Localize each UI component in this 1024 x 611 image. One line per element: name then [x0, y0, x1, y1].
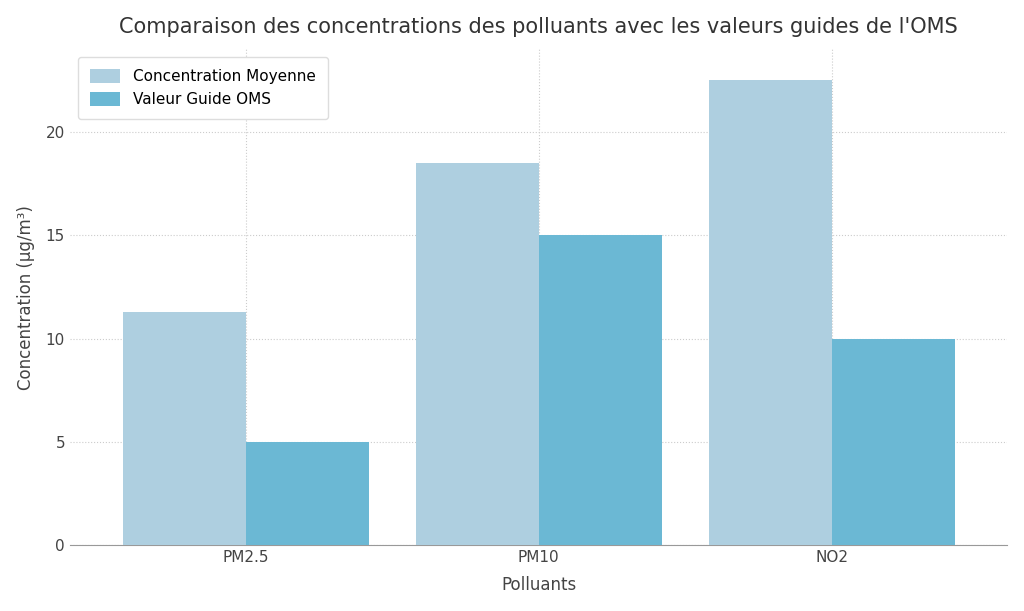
- Legend: Concentration Moyenne, Valeur Guide OMS: Concentration Moyenne, Valeur Guide OMS: [78, 57, 328, 119]
- Bar: [709, 80, 831, 546]
- Y-axis label: Concentration (µg/m³): Concentration (µg/m³): [16, 205, 35, 390]
- Bar: [123, 312, 246, 546]
- Bar: [416, 163, 539, 546]
- Title: Comparaison des concentrations des polluants avec les valeurs guides de l'OMS: Comparaison des concentrations des pollu…: [119, 16, 958, 37]
- Bar: [539, 235, 662, 546]
- Bar: [831, 338, 954, 546]
- X-axis label: Polluants: Polluants: [501, 576, 577, 595]
- Bar: [246, 442, 369, 546]
